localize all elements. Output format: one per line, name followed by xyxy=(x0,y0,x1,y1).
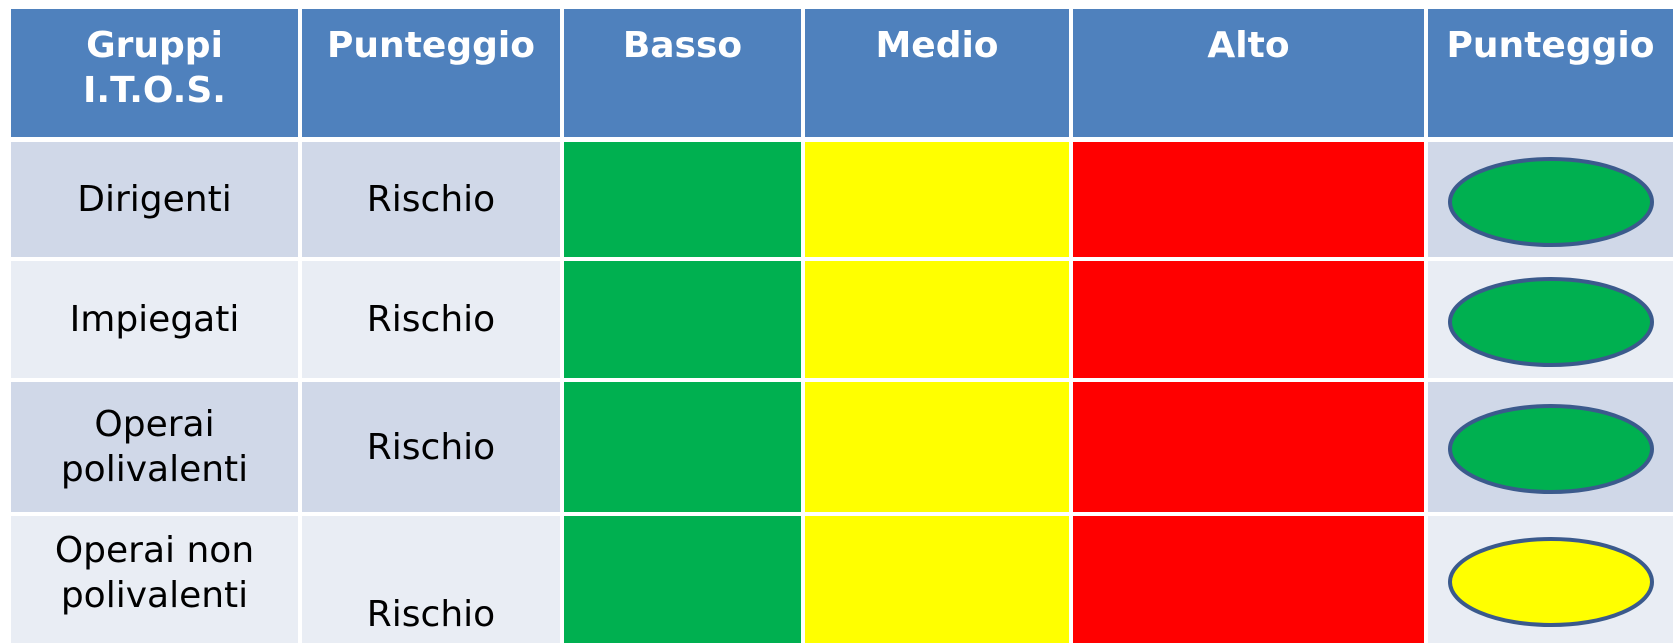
score-cell: Rischio xyxy=(302,516,560,643)
cell-text: Rischio xyxy=(366,299,496,340)
group-cell: Impiegati xyxy=(11,261,298,378)
cell-text: I.T.O.S. xyxy=(83,70,226,111)
cell-text: Rischio xyxy=(366,179,496,220)
risk-band xyxy=(805,142,1069,257)
header-cell: Alto xyxy=(1073,9,1424,137)
cell-text: Punteggio xyxy=(1446,25,1655,66)
cell-text: Impiegati xyxy=(69,299,240,340)
risk-band xyxy=(564,516,801,643)
header-cell: Punteggio xyxy=(302,9,560,137)
risk-band xyxy=(564,382,801,512)
result-ellipse xyxy=(1447,536,1654,627)
result-indicator xyxy=(1447,276,1654,367)
cell-text: Gruppi xyxy=(86,25,223,66)
risk-band xyxy=(564,142,801,257)
group-cell: Operai non polivalenti xyxy=(11,516,298,643)
risk-band xyxy=(805,516,1069,643)
result-ellipse xyxy=(1447,276,1654,367)
risk-band xyxy=(1073,142,1424,257)
cell-text: Basso xyxy=(622,25,743,66)
result-cell xyxy=(1428,142,1673,257)
cell-text: polivalenti xyxy=(60,449,249,490)
risk-band xyxy=(1073,261,1424,378)
result-ellipse xyxy=(1447,404,1654,494)
group-cell: Operai polivalenti xyxy=(11,382,298,512)
header-cell: Gruppi I.T.O.S. xyxy=(11,9,298,137)
result-indicator xyxy=(1447,156,1654,247)
cell-text: polivalenti xyxy=(60,575,249,616)
cell-text: Operai non xyxy=(54,530,255,571)
result-ellipse xyxy=(1447,156,1654,247)
risk-band xyxy=(1073,516,1424,643)
result-cell xyxy=(1428,261,1673,378)
cell-text: Rischio xyxy=(366,594,496,635)
cell-text: Rischio xyxy=(366,426,496,468)
score-cell: Rischio xyxy=(302,382,560,512)
cell-text: Dirigenti xyxy=(77,179,232,220)
score-cell: Rischio xyxy=(302,142,560,257)
result-indicator xyxy=(1447,536,1654,627)
group-cell: Dirigenti xyxy=(11,142,298,257)
header-cell: Punteggio xyxy=(1428,9,1673,137)
risk-band xyxy=(805,382,1069,512)
result-cell xyxy=(1428,516,1673,643)
cell-text: Operai xyxy=(94,404,215,445)
score-cell: Rischio xyxy=(302,261,560,378)
result-cell xyxy=(1428,382,1673,512)
risk-band xyxy=(564,261,801,378)
header-cell: Basso xyxy=(564,9,801,137)
risk-band xyxy=(805,261,1069,378)
result-indicator xyxy=(1447,404,1654,494)
cell-text: Medio xyxy=(875,25,999,66)
header-cell: Medio xyxy=(805,9,1069,137)
risk-band xyxy=(1073,382,1424,512)
cell-text: Alto xyxy=(1207,25,1290,66)
cell-text: Punteggio xyxy=(327,25,535,66)
